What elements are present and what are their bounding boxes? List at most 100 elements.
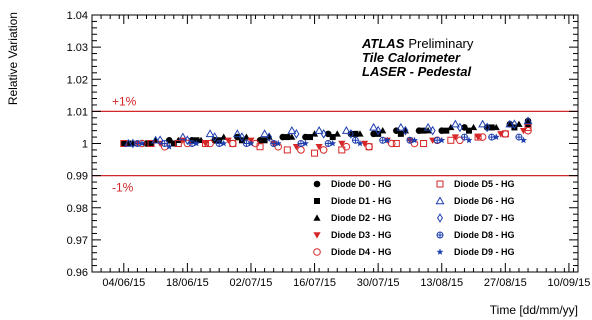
data-point	[351, 136, 359, 144]
legend-label: Diode D2 - HG	[331, 213, 392, 223]
data-point	[387, 139, 396, 148]
x-tick-label: 10/09/15	[548, 277, 591, 289]
legend: Diode D0 - HG Diode D1 - HG Diode D2 - HG D…	[313, 179, 515, 257]
data-point	[293, 129, 300, 139]
legend-item: Diode D1 - HG	[314, 196, 392, 206]
data-point	[215, 140, 223, 147]
data-point	[469, 123, 478, 131]
axes: 0.96 0.97 0.98 0.99 1 1.01 1.02 1.03 1.04 04/06/1…	[67, 10, 591, 289]
y-tick-label: 1.01	[67, 106, 88, 118]
series-diode-d8---hg	[133, 133, 523, 147]
data-point	[392, 140, 400, 147]
reference-line-label: -1%	[112, 181, 134, 195]
data-point	[314, 126, 324, 134]
data-point	[447, 123, 455, 131]
legend-label: Diode D5 - HG	[454, 179, 515, 189]
data-point	[465, 136, 473, 144]
series-diode-d7---hg	[129, 119, 518, 149]
data-point	[174, 140, 182, 147]
data-point	[319, 146, 328, 154]
x-tick-label: 13/08/15	[420, 277, 463, 289]
data-point	[324, 140, 332, 147]
data-point	[205, 129, 215, 138]
data-point	[523, 116, 533, 125]
data-point	[302, 139, 309, 147]
reference-line-label: +1%	[112, 94, 137, 108]
data-point	[229, 140, 237, 147]
data-point	[261, 137, 268, 144]
data-point	[220, 139, 228, 147]
legend-label: Diode D7 - HG	[454, 213, 515, 223]
legend-label: Diode D3 - HG	[331, 230, 392, 240]
series-diode-d5---hg	[120, 123, 532, 157]
legend-marker	[313, 232, 321, 239]
data-point	[379, 127, 387, 134]
data-point	[492, 123, 500, 131]
data-point	[524, 123, 532, 131]
data-point	[260, 129, 270, 138]
data-point	[501, 130, 509, 138]
legend-item: Diode D5 - HG	[436, 179, 515, 189]
data-point	[270, 140, 278, 147]
data-point	[202, 140, 210, 147]
data-point	[320, 129, 327, 139]
data-point	[170, 140, 177, 147]
data-point	[338, 146, 346, 154]
y-tick-label: 1.04	[67, 10, 88, 22]
data-point	[347, 129, 354, 139]
data-point	[288, 133, 296, 140]
data-point	[438, 136, 446, 144]
data-point	[397, 130, 404, 137]
data-point	[352, 130, 359, 137]
laser-pedestal-label: LASER - Pedestal	[362, 64, 471, 79]
data-point	[333, 130, 341, 137]
data-point	[157, 135, 164, 146]
data-point	[193, 139, 200, 147]
data-point	[224, 137, 232, 144]
y-tick-label: 0.96	[67, 267, 88, 279]
data-point	[297, 140, 305, 147]
legend-item: Diode D2 - HG	[313, 213, 392, 223]
data-point	[383, 136, 391, 144]
data-point	[515, 120, 523, 127]
legend-marker	[436, 248, 444, 255]
data-point	[460, 133, 468, 141]
data-point	[511, 119, 518, 130]
data-point	[283, 146, 291, 154]
data-point	[329, 134, 336, 141]
data-points	[120, 116, 533, 157]
legend-marker	[437, 213, 443, 223]
data-point	[138, 139, 146, 147]
data-point	[505, 119, 515, 128]
data-point	[238, 132, 245, 142]
legend-label: Diode D0 - HG	[331, 179, 392, 189]
data-point	[310, 130, 319, 137]
legend-item: Diode D4 - HG	[313, 247, 392, 257]
data-point	[396, 122, 406, 131]
legend-item: Diode D3 - HG	[313, 230, 392, 240]
data-point	[433, 136, 441, 144]
legend-item: Diode D8 - HG	[436, 230, 515, 240]
y-tick-label: 1.02	[67, 74, 88, 86]
series-diode-d9---hg	[138, 133, 527, 150]
data-point	[256, 143, 264, 151]
data-point	[451, 134, 459, 141]
x-axis-title: Time [dd/mm/yy]	[490, 303, 578, 317]
data-point	[179, 137, 187, 144]
data-point	[341, 126, 351, 134]
data-point	[402, 125, 409, 136]
data-point	[450, 119, 460, 128]
x-tick-label: 02/07/15	[230, 277, 273, 289]
y-axis-title: Relative Variation	[6, 12, 20, 105]
data-point	[188, 140, 196, 147]
legend-label: Diode D4 - HG	[331, 247, 392, 257]
data-point	[478, 119, 488, 128]
legend-item: Diode D0 - HG	[313, 179, 392, 189]
data-point	[423, 122, 433, 131]
data-point	[338, 140, 346, 148]
data-point	[365, 143, 373, 151]
x-tick-label: 30/07/15	[357, 277, 400, 289]
legend-marker	[436, 231, 444, 239]
